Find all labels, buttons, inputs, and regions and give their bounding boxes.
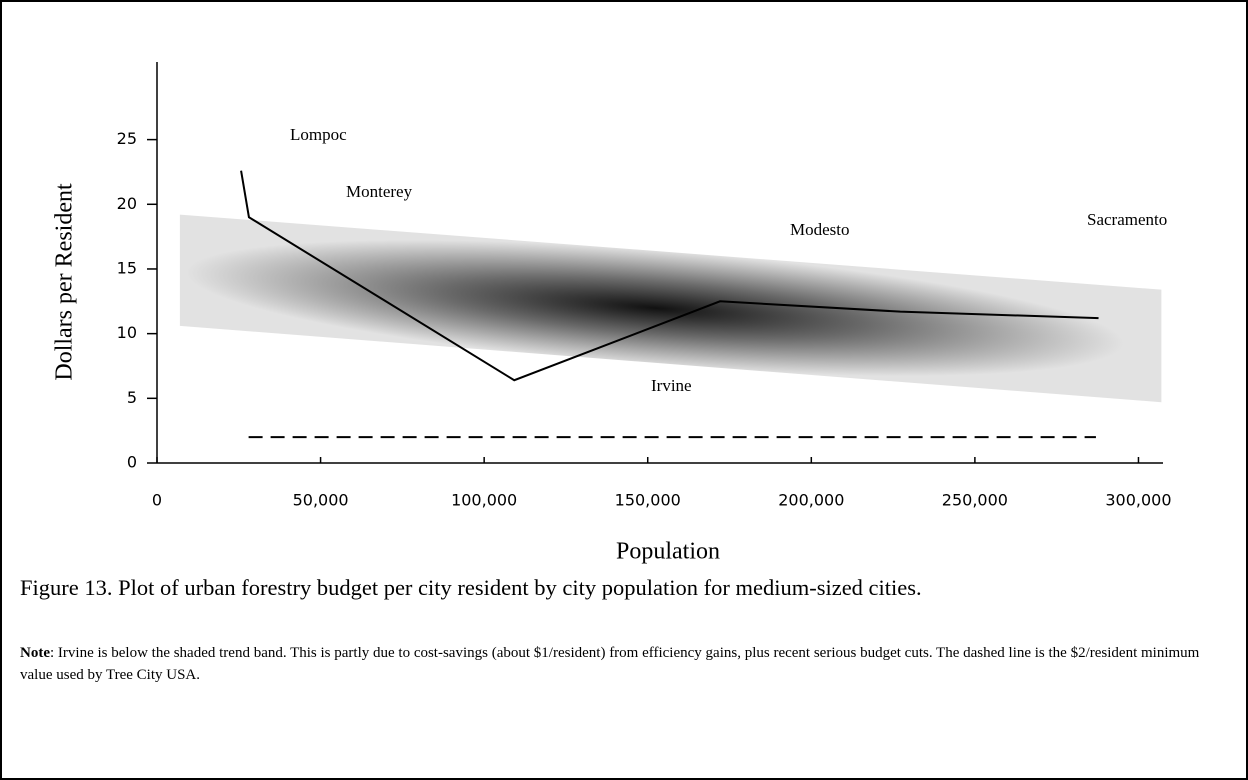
x-tick-label: 150,000 [615, 491, 681, 510]
x-tick-label: 100,000 [451, 491, 517, 510]
city-label: Sacramento [1087, 210, 1167, 229]
data-line [240, 170, 1099, 382]
city-label: Modesto [790, 220, 850, 239]
note: Note: Irvine is below the shaded trend b… [20, 642, 1230, 686]
x-tick-label: 50,000 [293, 491, 349, 510]
y-axis-label: Dollars per Resident [52, 183, 78, 381]
x-tick-label: 300,000 [1105, 491, 1171, 510]
trend-band [179, 214, 1162, 403]
caption: Figure 13. Plot of urban forestry budget… [20, 575, 922, 600]
y-tick-label: 5 [127, 388, 137, 407]
city-label: Irvine [651, 376, 692, 395]
y-tick-label: 0 [127, 453, 137, 472]
y-tick-label: 10 [117, 323, 137, 342]
note-label: Note [20, 645, 50, 661]
x-tick-label: 200,000 [778, 491, 844, 510]
y-tick-label: 20 [117, 194, 137, 213]
x-tick-label: 0 [152, 491, 162, 510]
x-axis-label: Population [616, 539, 720, 565]
city-label: Lompoc [290, 125, 347, 144]
y-tick-label: 25 [117, 129, 137, 148]
city-label: Monterey [346, 182, 413, 201]
y-tick-label: 15 [117, 258, 137, 277]
x-tick-label: 250,000 [942, 491, 1008, 510]
note-text: : Irvine is below the shaded trend band.… [20, 645, 1200, 683]
